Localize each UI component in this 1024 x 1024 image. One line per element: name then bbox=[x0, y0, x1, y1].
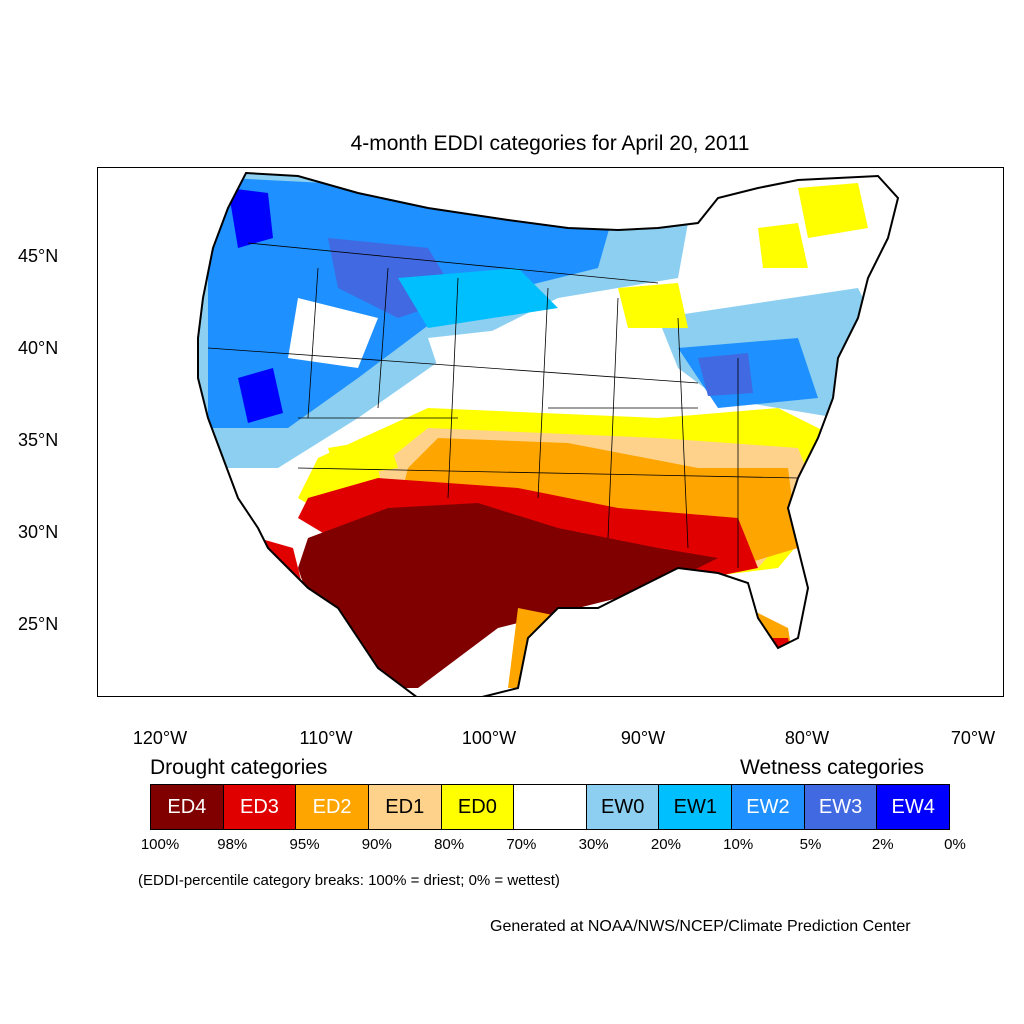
lat-label-25n: 25°N bbox=[18, 614, 59, 634]
eddi-map bbox=[197, 171, 900, 696]
legend-break-label: 90% bbox=[361, 836, 392, 853]
map-title: 4-month EDDI categories for April 20, 20… bbox=[350, 132, 750, 155]
lon-label-80w: 80°W bbox=[784, 728, 830, 748]
legend-cell-ew0: EW0 bbox=[586, 785, 660, 829]
legend-cell-ew3: EW3 bbox=[804, 785, 878, 829]
legend-cell-ed2: ED2 bbox=[296, 785, 369, 829]
legend-cell-neutral bbox=[514, 785, 587, 829]
legend-cell-ed4: ED4 bbox=[151, 785, 224, 829]
lon-label-120w: 120°W bbox=[132, 728, 188, 748]
legend-break-label: 2% bbox=[871, 836, 894, 853]
legend-cell-ew4: EW4 bbox=[877, 785, 950, 829]
legend-cell-ew2: EW2 bbox=[732, 785, 805, 829]
wetness-heading: Wetness categories bbox=[740, 756, 925, 779]
lat-label-40n: 40°N bbox=[18, 338, 59, 358]
lat-label-35n: 35°N bbox=[18, 430, 59, 450]
lon-label-110w: 110°W bbox=[299, 728, 353, 748]
lat-label-45n: 45°N bbox=[18, 246, 59, 266]
legend-cell-ed1: ED1 bbox=[368, 785, 442, 829]
legend-break-label: 30% bbox=[578, 836, 609, 853]
map-frame bbox=[97, 167, 1004, 697]
legend-break-label: 0% bbox=[944, 836, 966, 853]
legend-break-label: 98% bbox=[217, 836, 248, 853]
legend-break-label: 100% bbox=[140, 836, 180, 853]
drought-heading: Drought categories bbox=[150, 756, 328, 779]
legend-break-label: 10% bbox=[723, 836, 754, 853]
legend-break-label: 95% bbox=[289, 836, 320, 853]
category-note: (EDDI-percentile category breaks: 100% =… bbox=[138, 872, 560, 889]
legend-break-label: 70% bbox=[506, 836, 537, 853]
legend-cell-ed0: ED0 bbox=[441, 785, 515, 829]
legend-cell-ed3: ED3 bbox=[223, 785, 297, 829]
lon-label-100w: 100°W bbox=[461, 728, 517, 748]
legend-bar: ED4 ED3 ED2 ED1 ED0 EW0 EW1 EW2 EW3 EW4 bbox=[150, 784, 950, 830]
legend-break-label: 5% bbox=[799, 836, 822, 853]
lon-label-90w: 90°W bbox=[620, 728, 666, 748]
lon-label-70w: 70°W bbox=[950, 728, 996, 748]
legend-break-label: 80% bbox=[434, 836, 465, 853]
credit-line: Generated at NOAA/NWS/NCEP/Climate Predi… bbox=[490, 918, 911, 935]
lat-label-30n: 30°N bbox=[18, 522, 59, 542]
legend-cell-ew1: EW1 bbox=[659, 785, 733, 829]
legend-break-label: 20% bbox=[650, 836, 681, 853]
